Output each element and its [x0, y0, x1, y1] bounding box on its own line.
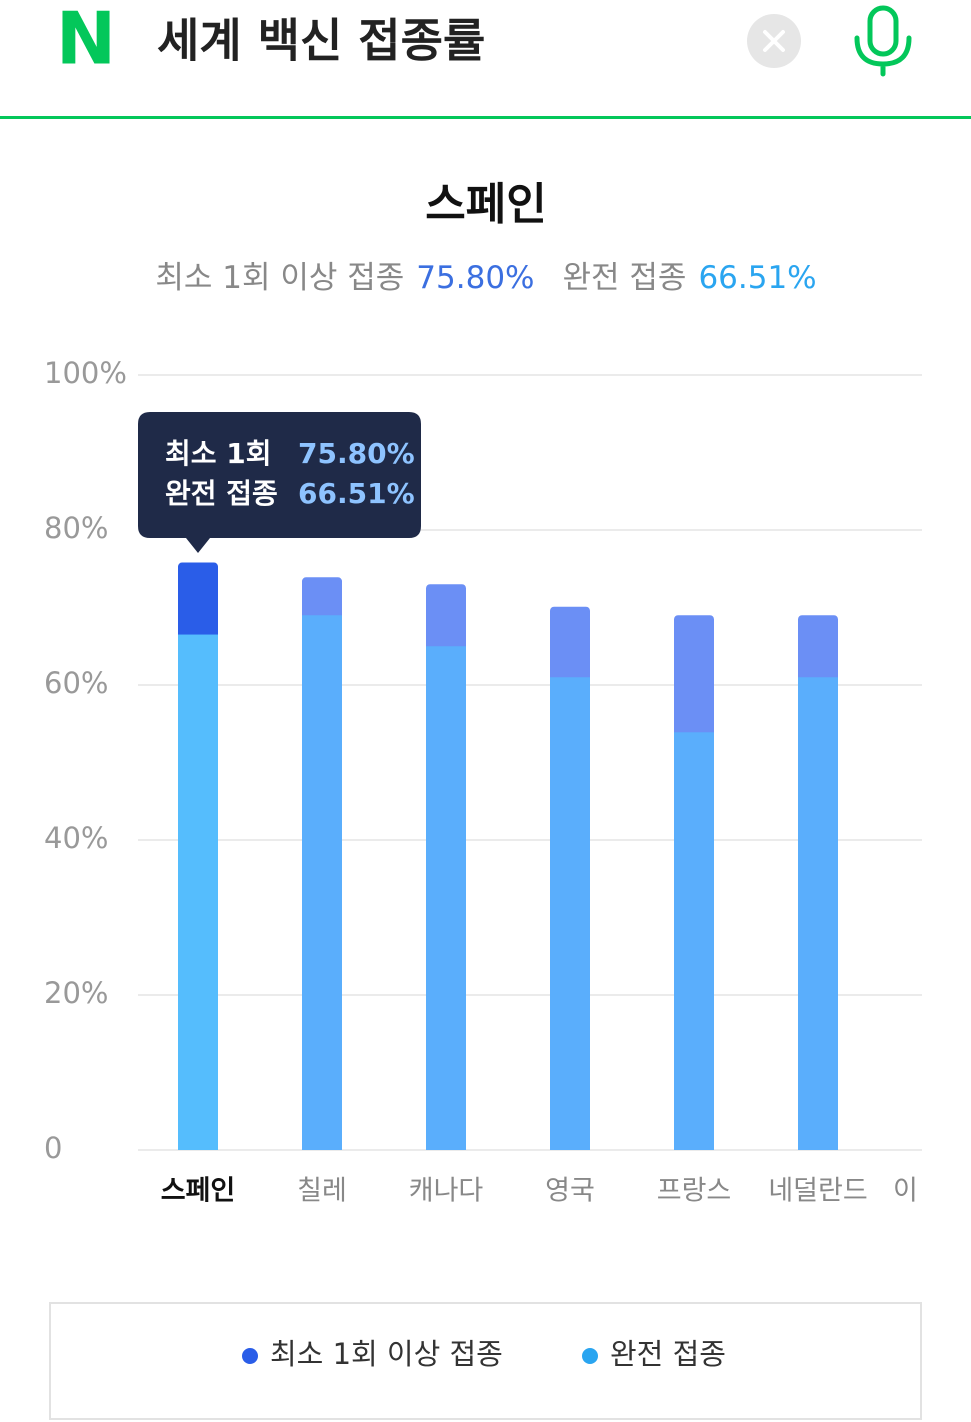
subtitle-label: 완전 접종: [563, 260, 687, 296]
logo[interactable]: N: [56, 0, 116, 81]
x-tick-label: 프랑스: [657, 1176, 732, 1207]
legend-box: [49, 1302, 922, 1420]
bar: [302, 615, 342, 1150]
subtitle-value: 75.80%: [416, 260, 534, 296]
x-tick-label: 영국: [545, 1176, 595, 1207]
legend-dot: [242, 1348, 258, 1364]
bar: [798, 677, 838, 1150]
chart-subtitle: 최소 1회 이상 접종 75.80% 완전 접종 66.51%: [155, 260, 816, 296]
y-tick-label: 60%: [44, 666, 108, 700]
subtitle-label: 최소 1회 이상 접종: [155, 260, 404, 296]
bar: [674, 732, 714, 1150]
x-tick-label: 캐나다: [409, 1176, 484, 1207]
tooltip-value: 75.80%: [298, 437, 415, 470]
x-tick-label: 스페인: [161, 1176, 236, 1207]
mic-button[interactable]: [854, 5, 912, 77]
legend-label: 완전 접종: [610, 1337, 726, 1371]
header-divider: [0, 116, 971, 119]
y-tick-label: 100%: [44, 356, 127, 390]
tooltip-label: 최소 1회: [165, 437, 272, 470]
clear-button[interactable]: [747, 14, 801, 68]
mic-body: [867, 5, 899, 57]
search-query[interactable]: 세계 백신 접종률: [157, 14, 485, 68]
subtitle-value: 66.51%: [698, 260, 816, 296]
chart-title: 스페인: [425, 179, 546, 230]
legend-label: 최소 1회 이상 접종: [270, 1337, 503, 1371]
legend-dot: [582, 1348, 598, 1364]
bar: [178, 634, 218, 1150]
clear-icon: [763, 30, 785, 52]
mic-stand: [854, 35, 912, 77]
tooltip-box: [138, 412, 421, 553]
tooltip: 최소 1회 75.80% 완전 접종 66.51%: [138, 412, 421, 553]
tooltip-label: 완전 접종: [165, 477, 278, 510]
x-tick-label: 칠레: [297, 1176, 347, 1207]
y-tick-label: 20%: [44, 976, 108, 1010]
x-tick-label: 이: [893, 1176, 918, 1207]
bar: [426, 646, 466, 1150]
y-tick-label: 0: [44, 1131, 62, 1165]
tooltip-value: 66.51%: [298, 477, 415, 510]
y-tick-label: 80%: [44, 511, 108, 545]
bar: [550, 677, 590, 1150]
x-tick-label: 네덜란드: [768, 1176, 867, 1207]
y-tick-label: 40%: [44, 821, 108, 855]
